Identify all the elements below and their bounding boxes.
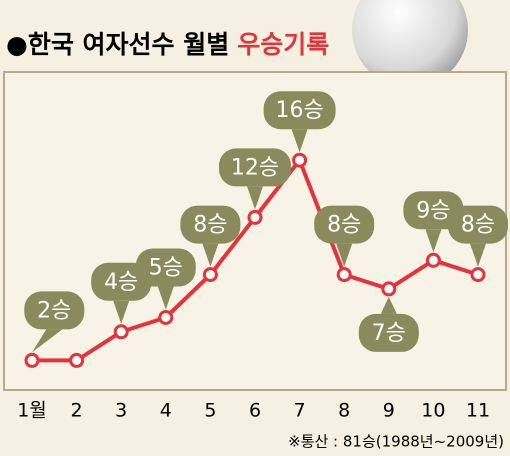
point (470, 267, 486, 283)
title-highlight: 우승기록 (237, 30, 329, 59)
bubble (24, 291, 85, 330)
bubble (358, 313, 419, 352)
bubble (180, 205, 241, 244)
point (292, 152, 308, 168)
value-label: 2승 (37, 298, 71, 323)
bubble-pointer (425, 229, 442, 253)
value-bubble: 2승 (24, 291, 85, 353)
x-tick-label: 1월 (17, 400, 47, 422)
x-tick-label: 8 (338, 400, 350, 422)
value-bubble: 7승 (358, 296, 419, 352)
value-label: 5승 (149, 256, 183, 281)
value-bubble: 5승 (135, 248, 196, 310)
value-label: 9승 (416, 198, 450, 223)
value-bubble: 8승 (180, 205, 241, 267)
value-bubble: 12승 (219, 148, 291, 210)
x-tick-label: 3 (115, 400, 127, 422)
title-main: ●한국 여자선수 월별 (6, 30, 229, 59)
point (247, 209, 263, 225)
value-label: 7승 (372, 321, 406, 346)
value-label: 8승 (327, 213, 361, 238)
value-bubble: 8승 (448, 205, 508, 267)
value-label: 8승 (461, 213, 495, 238)
x-tick-label: 9 (383, 400, 395, 422)
bubble (448, 205, 508, 244)
bubble (135, 248, 196, 287)
bubble-pointer (32, 329, 63, 353)
point (336, 267, 352, 283)
value-label: 16승 (275, 98, 323, 123)
bubble-pointer (113, 300, 130, 324)
bubble-pointer (291, 129, 308, 153)
chart-title: ●한국 여자선수 월별 우승기록 (6, 30, 329, 59)
point (113, 324, 129, 340)
value-label: 4승 (104, 270, 138, 295)
x-tick-label: 6 (249, 400, 261, 422)
footnote: ※통산 : 81승(1988년~2009년) (288, 433, 504, 451)
x-tick-label: 7 (294, 400, 306, 422)
point (158, 310, 174, 325)
value-bubble: 8승 (314, 205, 375, 267)
value-label: 12승 (231, 155, 279, 180)
bubble (219, 148, 291, 187)
bubble-pointer (202, 243, 219, 267)
point (24, 352, 40, 368)
point (69, 352, 85, 368)
bubble (314, 205, 375, 244)
x-tick-label: 2 (71, 400, 83, 422)
point (381, 281, 397, 297)
point (202, 267, 218, 283)
bubble-pointer (380, 296, 397, 314)
x-tick-label: 5 (204, 400, 216, 422)
x-tick-label: 10 (421, 400, 445, 422)
golf-ball (352, 0, 468, 88)
bubble-pointer (247, 186, 263, 210)
x-tick-label: 4 (160, 400, 172, 422)
point (425, 252, 441, 268)
bubble-pointer (336, 243, 353, 267)
value-bubble: 16승 (263, 91, 336, 153)
value-label: 8승 (193, 213, 227, 238)
x-tick-label: 11 (466, 400, 490, 422)
bubble-pointer (470, 243, 486, 267)
bubble-pointer (157, 286, 174, 310)
bubble (263, 91, 336, 130)
plot-area (3, 71, 507, 391)
